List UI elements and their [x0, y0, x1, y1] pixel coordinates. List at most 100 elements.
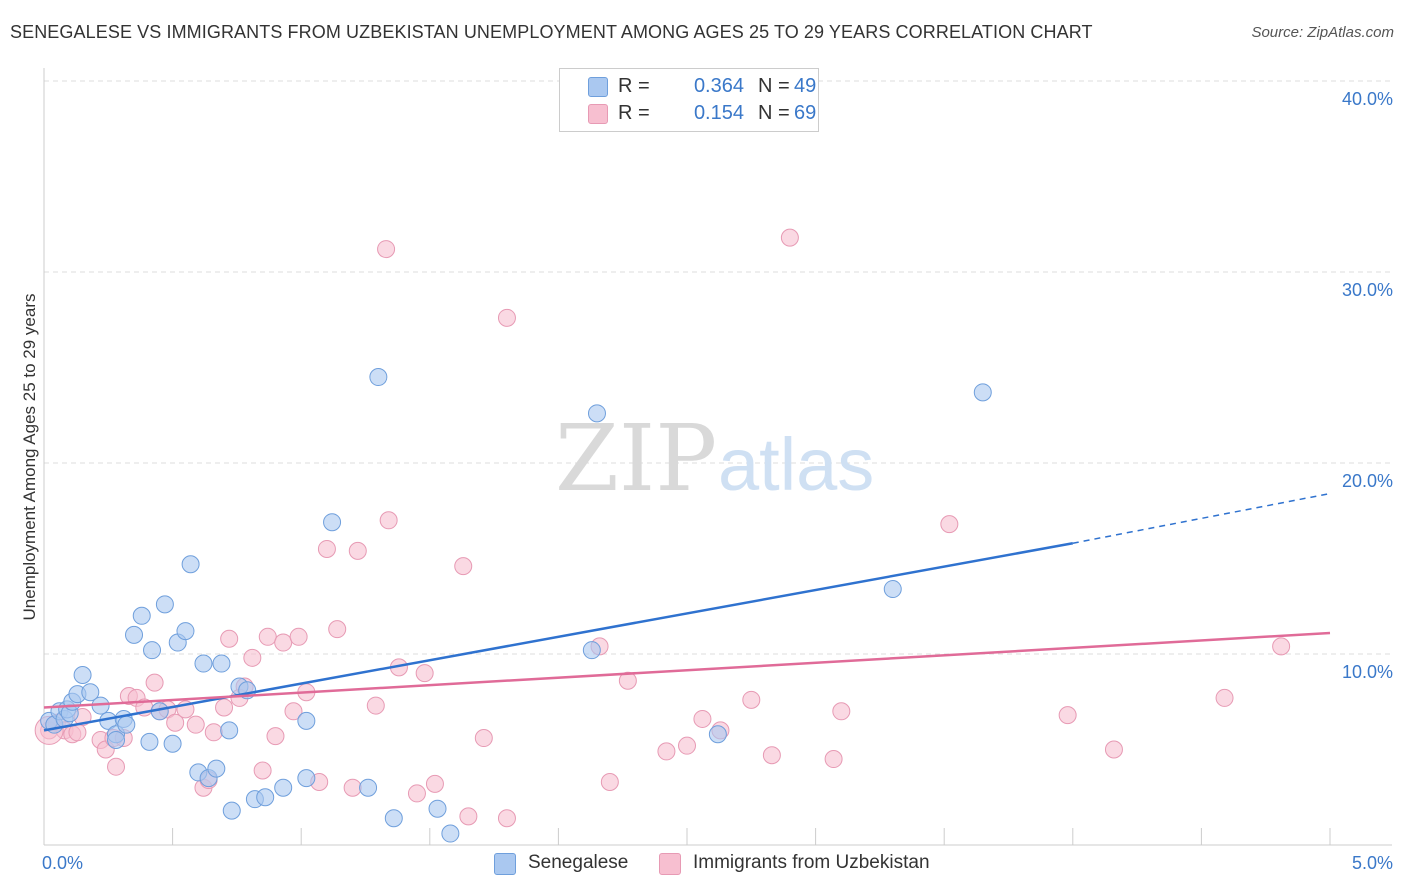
source-label: Source: ZipAtlas.com [1251, 24, 1394, 41]
point-uzbekistan [600, 772, 619, 791]
point-uzbekistan [459, 807, 478, 826]
legend-n-label: N = [758, 102, 790, 124]
point-senegalese [369, 368, 388, 387]
point-senegalese [256, 788, 275, 807]
point-senegalese [143, 641, 162, 660]
point-uzbekistan [317, 539, 336, 558]
chart-title: SENEGALESE VS IMMIGRANTS FROM UZBEKISTAN… [10, 22, 1093, 42]
point-uzbekistan [762, 746, 781, 765]
point-uzbekistan [454, 557, 473, 576]
point-senegalese [107, 730, 126, 749]
legend-r-value: 0.364 [693, 75, 744, 97]
point-uzbekistan [107, 757, 126, 776]
point-uzbekistan [407, 784, 426, 803]
point-senegalese [428, 799, 447, 818]
point-uzbekistan [415, 664, 434, 683]
point-uzbekistan [366, 696, 385, 715]
point-uzbekistan [274, 633, 293, 652]
point-senegalese [81, 683, 100, 702]
point-senegalese [973, 383, 992, 402]
point-senegalese [883, 580, 902, 599]
point-senegalese [359, 778, 378, 797]
point-uzbekistan [1272, 637, 1291, 656]
point-uzbekistan [824, 750, 843, 769]
point-uzbekistan [497, 809, 516, 828]
point-uzbekistan [253, 761, 272, 780]
tick-labels: 10.0% 20.0% 30.0% 40.0% 0.0% 5.0% [42, 89, 1393, 873]
point-uzbekistan [1215, 688, 1234, 707]
legend-r-value: 0.154 [693, 102, 744, 124]
point-uzbekistan [377, 240, 396, 259]
trend-line-senegalese-projection [1072, 492, 1331, 544]
legend-n-label: N = [758, 75, 790, 97]
point-senegalese [163, 734, 182, 753]
point-uzbekistan [497, 308, 516, 327]
point-uzbekistan [284, 702, 303, 721]
point-uzbekistan [379, 511, 398, 530]
point-uzbekistan [220, 629, 239, 648]
legend-label-senegalese: Senegalese [528, 852, 629, 873]
point-senegalese [181, 555, 200, 574]
point-senegalese [212, 654, 231, 673]
legend-r-label: R = [618, 75, 650, 97]
point-uzbekistan [166, 713, 185, 732]
point-uzbekistan [266, 727, 285, 746]
point-senegalese [384, 809, 403, 828]
point-uzbekistan [693, 709, 712, 728]
trend-line-uzbekistan [43, 631, 1331, 709]
point-senegalese [297, 769, 316, 788]
point-uzbekistan [657, 742, 676, 761]
legend-r-label: R = [618, 102, 650, 124]
point-uzbekistan [328, 620, 347, 639]
point-senegalese [207, 759, 226, 778]
point-uzbekistan [186, 715, 205, 734]
trend-line-senegalese [43, 541, 1074, 732]
point-uzbekistan [1058, 706, 1077, 725]
y-tick-label: 10.0% [1342, 662, 1393, 682]
legend-swatch-senegalese [588, 77, 608, 97]
legend-swatch-senegalese [494, 853, 516, 875]
y-tick-label: 30.0% [1342, 280, 1393, 300]
point-uzbekistan [343, 778, 362, 797]
point-senegalese [155, 595, 174, 614]
point-uzbekistan [289, 627, 308, 646]
point-senegalese [73, 666, 92, 685]
legend-n-value: 69 [794, 102, 817, 124]
point-uzbekistan [678, 736, 696, 755]
watermark-zip: ZIP [555, 405, 717, 512]
point-senegalese [441, 824, 460, 843]
gridlines [44, 80, 1392, 655]
watermark-atlas: atlas [718, 423, 874, 506]
y-axis-label: Unemployment Among Ages 25 to 29 years [20, 294, 39, 621]
point-senegalese [194, 654, 213, 673]
point-uzbekistan [1104, 740, 1123, 759]
watermark: ZIP atlas [555, 405, 874, 512]
point-senegalese [125, 625, 144, 644]
point-uzbekistan [215, 698, 234, 717]
y-tick-label: 40.0% [1342, 89, 1393, 109]
point-senegalese [297, 711, 316, 730]
point-senegalese [117, 715, 136, 734]
legend-swatch-uzbekistan [659, 853, 681, 875]
point-uzbekistan [145, 673, 164, 692]
legend-swatch-uzbekistan [588, 104, 608, 124]
legend-n-value: 49 [794, 75, 817, 97]
point-uzbekistan [618, 671, 637, 690]
trend-lines [43, 492, 1331, 732]
point-uzbekistan [832, 702, 851, 721]
x-tick-label: 5.0% [1352, 853, 1393, 873]
point-uzbekistan [940, 515, 959, 534]
point-senegalese [220, 721, 239, 740]
point-uzbekistan [742, 690, 761, 709]
point-senegalese [222, 801, 241, 820]
point-senegalese [140, 732, 159, 751]
point-uzbekistan [243, 648, 262, 667]
correlation-legend: R = 0.364 N = 49 R = 0.154 N = 69 [559, 68, 819, 132]
point-uzbekistan [780, 228, 799, 247]
point-senegalese [132, 606, 151, 625]
point-senegalese [176, 622, 195, 641]
point-senegalese [582, 641, 601, 660]
point-uzbekistan [258, 627, 277, 646]
y-tick-label: 20.0% [1342, 471, 1393, 491]
